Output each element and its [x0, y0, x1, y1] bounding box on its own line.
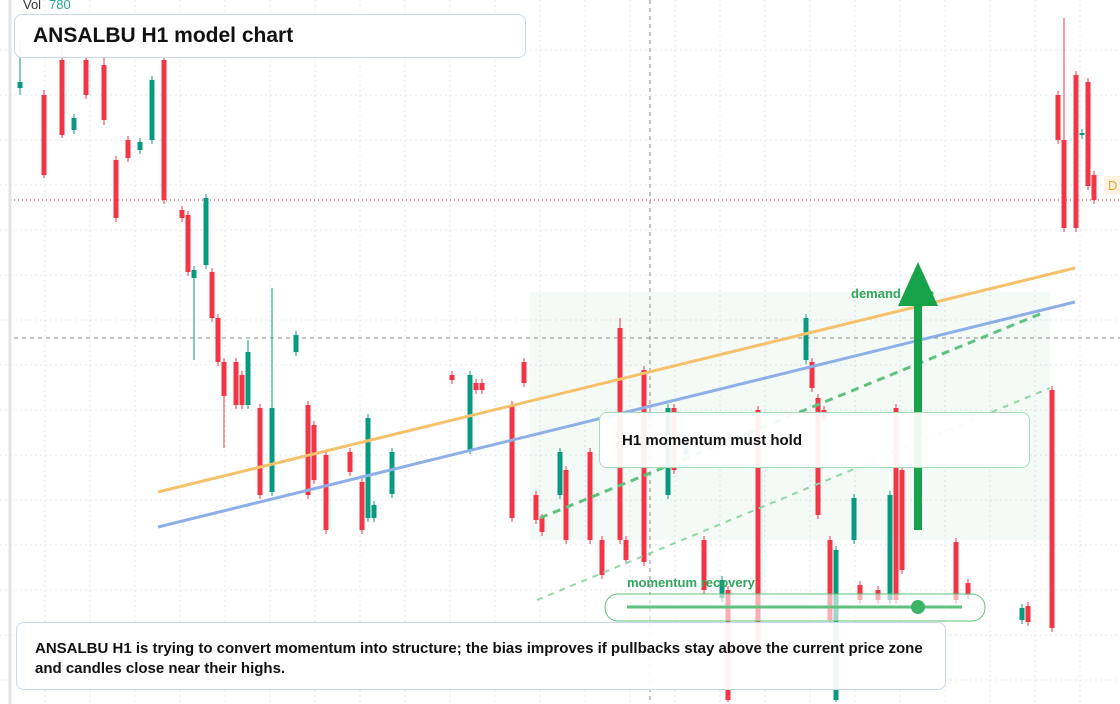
candle-body: [953, 542, 959, 600]
candle-body: [359, 482, 365, 530]
candle-body: [17, 82, 23, 88]
chart-title: ANSALBU H1 model chart: [33, 24, 294, 47]
volume-label: Vol: [23, 0, 41, 12]
candle-body: [203, 198, 209, 265]
candle-body: [365, 418, 371, 518]
candle-body: [1085, 82, 1091, 186]
trend-line: [536, 387, 1051, 601]
candle-body: [125, 140, 131, 158]
candle-body: [101, 65, 107, 120]
description-box: ANSALBU H1 is trying to convert momentum…: [16, 622, 946, 690]
candle-body: [59, 60, 65, 135]
candle-body: [473, 383, 479, 390]
candle-body: [719, 580, 725, 598]
candle-body: [893, 408, 899, 600]
candle-body: [323, 455, 329, 530]
description: ANSALBU H1 is trying to convert momentum…: [35, 640, 923, 677]
candle-body: [221, 362, 227, 396]
candle-body: [239, 375, 245, 405]
candle-body: [827, 540, 833, 620]
candle-body: [179, 210, 185, 218]
candle-body: [803, 318, 809, 360]
candle-body: [587, 452, 593, 540]
candle-body: [305, 405, 311, 495]
candle-body: [1049, 390, 1055, 628]
candle-body: [389, 452, 395, 494]
candle-body: [467, 375, 473, 450]
candle-body: [557, 452, 563, 495]
candle-body: [1079, 133, 1085, 135]
candle-body: [509, 405, 515, 518]
candle-body: [191, 270, 197, 278]
hold-label: H1 momentum must hold: [622, 432, 803, 449]
candle-body: [701, 540, 707, 590]
candle-body: [1061, 140, 1067, 228]
candle-body: [209, 272, 215, 318]
candle-body: [347, 452, 353, 472]
candle-body: [293, 335, 299, 352]
price-tag: [1104, 176, 1120, 194]
candle-body: [599, 540, 605, 575]
arrow-head: [898, 262, 938, 306]
candle-body: [563, 470, 569, 540]
candle-body: [521, 362, 527, 383]
candle-body: [137, 142, 143, 150]
candle-body: [887, 495, 893, 600]
candle-body: [233, 362, 239, 405]
candle-body: [533, 495, 539, 520]
slider-knob: [911, 600, 925, 614]
candle-body: [965, 583, 971, 595]
candle-body: [41, 95, 47, 175]
volume-value: 780: [49, 0, 71, 12]
candle-body: [1073, 75, 1079, 228]
candle-body: [899, 470, 905, 570]
candle-body: [257, 408, 263, 495]
price-tag-text: D: [1108, 178, 1117, 193]
candle-body: [269, 408, 275, 492]
hold-box: H1 momentum must hold: [599, 412, 1030, 468]
candle-body: [479, 383, 485, 390]
candle-body: [449, 375, 455, 380]
candle-body: [755, 410, 761, 650]
candle-body: [1019, 608, 1025, 620]
candle-body: [83, 60, 89, 95]
candle-body: [623, 540, 629, 560]
title-box: ANSALBU H1 model chart: [14, 14, 526, 58]
candle-body: [1091, 175, 1097, 200]
candle-body: [539, 518, 545, 532]
candle-body: [371, 505, 377, 518]
candle-body: [149, 80, 155, 140]
recovery-label: momentum recovery: [627, 575, 756, 590]
candle-body: [1025, 606, 1031, 622]
candle-body: [161, 60, 167, 200]
candle-body: [215, 318, 221, 362]
candle-body: [809, 362, 815, 388]
candle-body: [113, 160, 119, 218]
candle-body: [857, 585, 863, 600]
candle-body: [1055, 95, 1061, 140]
candle-body: [71, 118, 77, 130]
candle-body: [851, 498, 857, 540]
candle-body: [185, 215, 191, 272]
candle-body: [245, 352, 251, 405]
